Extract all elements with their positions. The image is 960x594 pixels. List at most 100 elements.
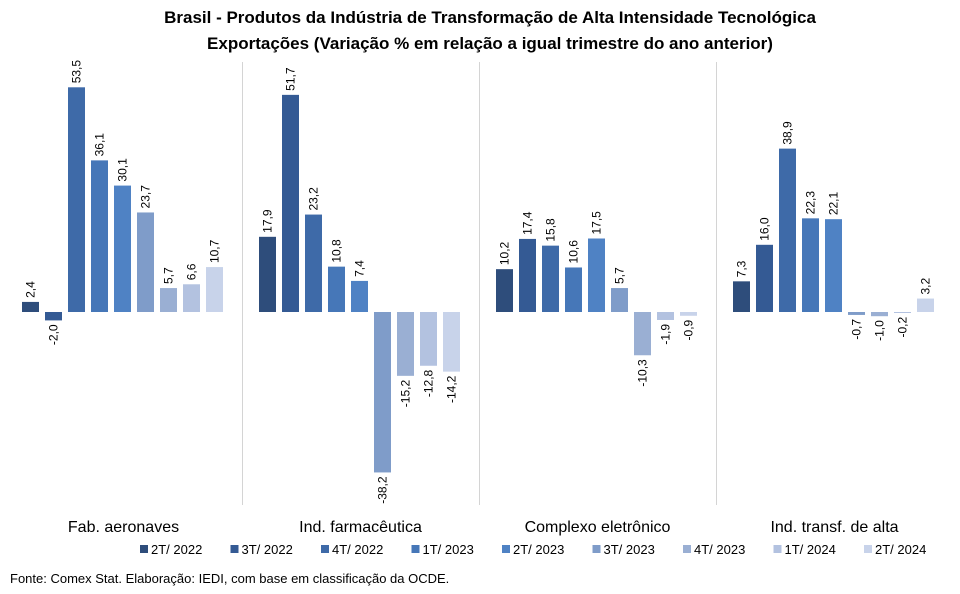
data-label: 38,9	[781, 121, 795, 145]
data-label: 30,1	[116, 158, 130, 182]
bar	[542, 245, 559, 312]
data-label: 7,3	[735, 260, 749, 277]
bar	[657, 312, 674, 320]
bar	[611, 288, 628, 312]
legend-swatch	[230, 545, 239, 553]
plot-area: 2,4 -2,0 53,5 36,1 30,1 23,7 5,7 6,6 10,7 Fab. ae…	[22, 60, 934, 536]
data-label: 10,8	[330, 239, 344, 263]
bar	[917, 298, 934, 312]
data-label: 3,2	[919, 278, 933, 295]
legend-label: 4T/ 2022	[332, 542, 383, 557]
bar	[496, 269, 513, 312]
bar	[351, 280, 368, 312]
legend-item: 4T/ 2022	[321, 542, 383, 557]
bar	[733, 281, 750, 312]
category-group: 7,3 16,0 38,9 22,3 22,1 -0,7 -1,0 -0,2 3,2 Ind. t…	[733, 121, 934, 536]
bar	[519, 238, 536, 312]
legend-label: 1T/ 2024	[785, 542, 836, 557]
category-group: 2,4 -2,0 53,5 36,1 30,1 23,7 5,7 6,6 10,7 Fab. ae…	[22, 60, 223, 536]
data-label: 15,8	[544, 218, 558, 242]
legend-item: 2T/ 2023	[502, 542, 564, 557]
data-label: -1,9	[659, 324, 673, 345]
data-label: -1,0	[873, 320, 887, 341]
bar	[588, 238, 605, 312]
category-label: Ind. farmacêutica	[299, 519, 422, 536]
data-label: 17,9	[261, 209, 275, 233]
category-group: 10,2 17,4 15,8 10,6 17,5 5,7 -10,3 -1,9 -0,9 Comp…	[496, 211, 697, 536]
bar	[825, 219, 842, 312]
legend-item: 1T/ 2024	[773, 542, 836, 557]
bar	[420, 312, 437, 366]
bar	[871, 312, 888, 317]
data-label: 2,4	[24, 281, 38, 298]
legend-label: 2T/ 2024	[875, 542, 926, 557]
chart-subtitle: Exportações (Variação % em relação a igu…	[207, 34, 773, 53]
bar	[848, 312, 865, 315]
bar	[282, 94, 299, 312]
category-label: Fab. aeronaves	[68, 519, 179, 536]
data-label: 10,7	[208, 239, 222, 263]
data-label: -0,7	[850, 319, 864, 340]
legend-label: 1T/ 2023	[423, 542, 474, 557]
data-label: 51,7	[284, 67, 298, 91]
legend-item: 3T/ 2023	[592, 542, 655, 557]
data-label: -10,3	[636, 359, 650, 387]
category-group: 17,9 51,7 23,2 10,8 7,4 -38,2 -15,2 -12,8 -14,2 I…	[259, 67, 460, 536]
legend-swatch	[773, 545, 782, 553]
legend-swatch	[683, 545, 691, 553]
bar	[45, 312, 62, 321]
bar	[160, 288, 177, 312]
bar	[565, 267, 582, 312]
legend-item: 3T/ 2022	[230, 542, 293, 557]
bar	[183, 284, 200, 312]
source-note: Fonte: Comex Stat. Elaboração: IEDI, com…	[10, 571, 449, 586]
bar	[680, 312, 697, 316]
bar	[259, 236, 276, 312]
data-label: 17,4	[521, 211, 535, 235]
legend-label: 2T/ 2023	[513, 542, 564, 557]
bar	[91, 160, 108, 312]
category-label: Complexo eletrônico	[525, 519, 671, 536]
bar	[443, 312, 460, 372]
bar	[779, 148, 796, 312]
data-label: -0,2	[896, 317, 910, 338]
bar	[802, 218, 819, 312]
legend: 2T/ 2022 3T/ 2022 4T/ 2022 1T/ 2023 2T/ 2023…	[140, 542, 926, 557]
legend-label: 2T/ 2022	[151, 542, 202, 557]
data-label: 10,6	[567, 240, 581, 264]
data-label: 23,2	[307, 187, 321, 211]
legend-label: 4T/ 2023	[694, 542, 745, 557]
bar	[756, 244, 773, 312]
data-label: 5,7	[162, 267, 176, 284]
data-label: -2,0	[47, 324, 61, 345]
legend-swatch	[864, 545, 872, 553]
category-label: Ind. transf. de alta	[770, 519, 898, 536]
data-label: 22,3	[804, 191, 818, 215]
legend-item: 1T/ 2023	[411, 542, 474, 557]
data-label: 6,6	[185, 263, 199, 280]
data-label: 36,1	[93, 133, 107, 157]
bar	[206, 267, 223, 312]
data-label: 23,7	[139, 185, 153, 209]
bar	[894, 312, 911, 313]
data-label: 10,2	[498, 241, 512, 265]
data-label: -38,2	[376, 476, 390, 504]
legend-item: 2T/ 2022	[140, 542, 202, 557]
bar	[374, 312, 391, 473]
data-label: 7,4	[353, 260, 367, 277]
legend-item: 4T/ 2023	[683, 542, 745, 557]
bar	[137, 212, 154, 312]
legend-swatch	[411, 545, 420, 553]
legend-swatch	[140, 545, 148, 553]
bar	[397, 312, 414, 376]
bar	[305, 214, 322, 312]
bar	[22, 301, 39, 312]
data-label: -0,9	[682, 319, 696, 340]
bar	[328, 266, 345, 312]
legend-swatch	[592, 545, 601, 553]
legend-swatch	[321, 545, 329, 553]
bar	[68, 87, 85, 312]
legend-item: 2T/ 2024	[864, 542, 926, 557]
data-label: -14,2	[445, 375, 459, 403]
